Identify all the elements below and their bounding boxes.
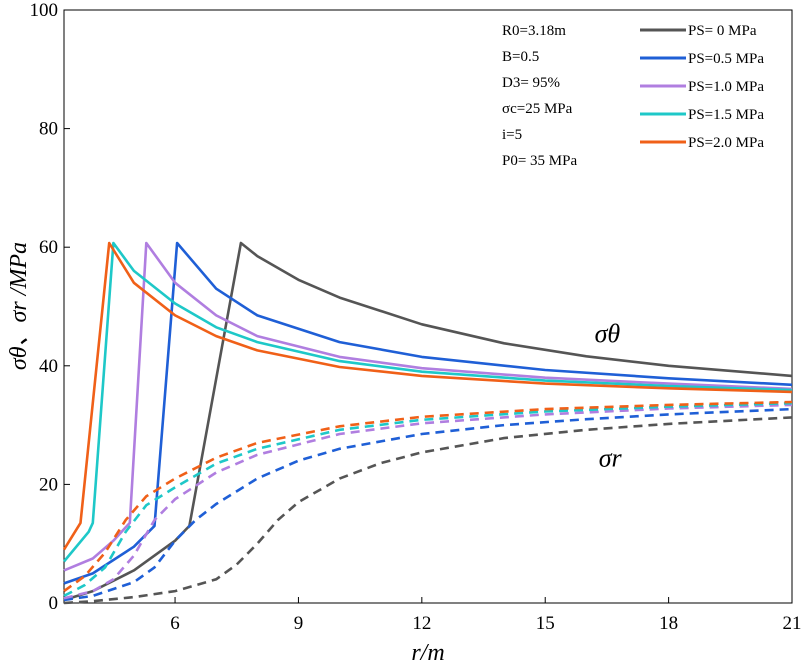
sigma-theta-line-4 [62, 241, 793, 551]
series-lines [62, 241, 793, 605]
parameter-label: D3= 95% [502, 75, 560, 91]
y-tick-label: 60 [39, 237, 58, 258]
x-axis: 6 9 12 15 18 21 [170, 597, 802, 634]
y-axis-title: σθ、σr /MPa [6, 242, 32, 370]
legend-label: PS=0.5 MPa [688, 51, 764, 67]
plot-frame [63, 9, 793, 604]
legend-label: PS=2.0 MPa [688, 135, 764, 151]
x-tick-label: 9 [294, 613, 304, 634]
parameter-label: σc=25 MPa [502, 101, 573, 117]
x-tick-label: 21 [783, 613, 802, 634]
sigma-r-line-4 [63, 400, 793, 593]
legend-label: PS=1.0 MPa [688, 79, 764, 95]
y-tick-label: 100 [30, 0, 59, 21]
y-axis: 0 20 40 60 80 100 [30, 0, 70, 614]
sigma-r-line-1 [63, 407, 793, 602]
x-tick-label: 6 [170, 613, 180, 634]
parameter-label: i=5 [502, 127, 522, 143]
sigma-r-line-3 [63, 401, 793, 598]
annotation-sigma-theta: σθ [595, 319, 621, 348]
x-tick-label: 12 [412, 613, 431, 634]
legend-label: PS= 0 MPa [688, 23, 757, 39]
legend: PS= 0 MPa PS=0.5 MPa PS=1.0 MPa PS=1.5 MPa P… [640, 23, 764, 151]
sigma-theta-line-3 [63, 241, 793, 563]
y-tick-label: 40 [39, 356, 58, 377]
sigma-r-line-0 [63, 416, 793, 605]
parameter-label: P0= 35 MPa [502, 153, 577, 169]
parameter-label: R0=3.18m [502, 23, 566, 39]
sigma-theta-line-1 [63, 241, 793, 585]
y-tick-label: 80 [39, 119, 58, 140]
x-axis-title: r/m [411, 640, 444, 666]
parameter-block: R0=3.18m B=0.5 D3= 95% σc=25 MPa i=5 P0= 35 M… [502, 23, 577, 169]
y-tick-label: 0 [49, 593, 59, 614]
sigma-theta-line-2 [63, 241, 793, 572]
parameter-label: B=0.5 [502, 49, 539, 65]
annotation-sigma-r: σr [599, 444, 623, 473]
x-tick-label: 15 [536, 613, 555, 634]
sigma-r-line-2 [63, 403, 793, 600]
y-tick-label: 20 [39, 474, 58, 495]
legend-label: PS=1.5 MPa [688, 107, 764, 123]
x-tick-label: 18 [659, 613, 678, 634]
sigma-theta-line-0 [63, 241, 793, 602]
